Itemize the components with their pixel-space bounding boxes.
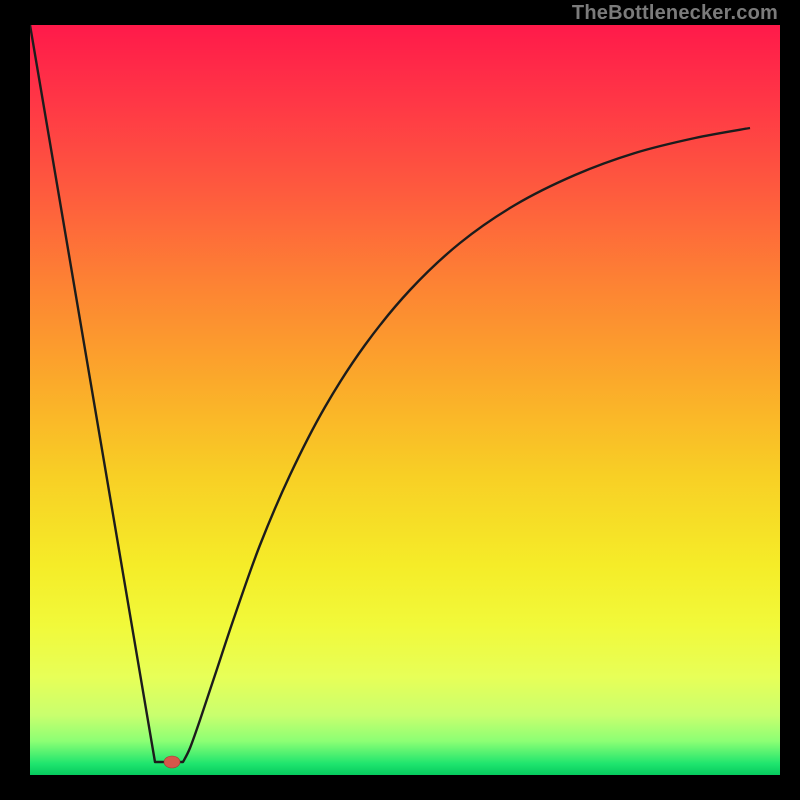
plot-area: [30, 25, 780, 775]
bottleneck-chart-svg: [30, 25, 780, 775]
gradient-background: [30, 25, 780, 775]
watermark-label: TheBottlenecker.com: [572, 2, 778, 25]
chart-frame: TheBottlenecker.com: [0, 0, 800, 800]
optimal-point-marker: [164, 756, 180, 768]
